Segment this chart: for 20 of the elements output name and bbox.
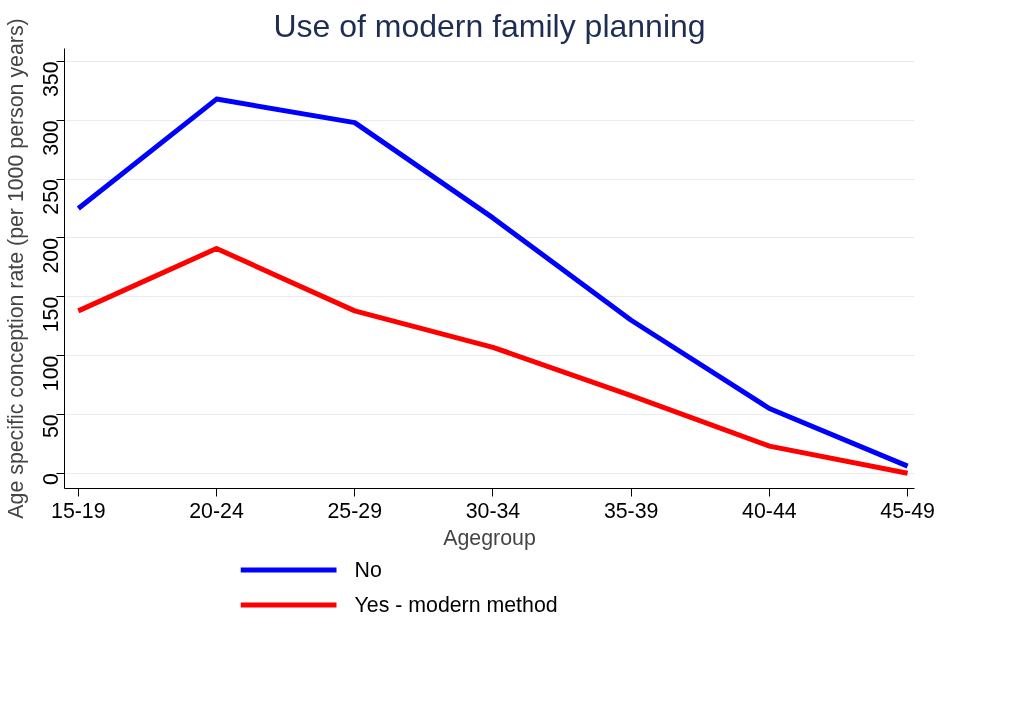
y-tick-label: 300: [39, 120, 63, 156]
x-tick-label: 30-34: [465, 498, 521, 523]
y-tick-label: 250: [39, 178, 63, 215]
chart-title: Use of modern family planning: [273, 7, 706, 44]
legend-label: Yes - modern method: [354, 593, 558, 617]
y-tick-label: 0: [39, 473, 63, 486]
y-tick-label: 200: [39, 237, 63, 274]
y-axis-title: Age specific conception rate (per 1000 person years): [3, 18, 28, 519]
x-tick-label: 45-49: [880, 498, 935, 523]
x-axis-title: Agegroup: [443, 525, 536, 550]
y-tick-label: 50: [39, 414, 63, 439]
x-tick-label: 15-19: [51, 498, 106, 523]
x-tick-label: 35-39: [603, 498, 659, 523]
y-tick-label: 100: [39, 355, 63, 392]
x-tick-label: 40-44: [742, 498, 797, 523]
y-tick-label: 350: [39, 61, 63, 98]
x-tick-label: 25-29: [327, 498, 383, 523]
legend-label: No: [354, 558, 382, 582]
x-tick-label: 20-24: [189, 498, 244, 523]
y-tick-label: 150: [39, 296, 63, 333]
